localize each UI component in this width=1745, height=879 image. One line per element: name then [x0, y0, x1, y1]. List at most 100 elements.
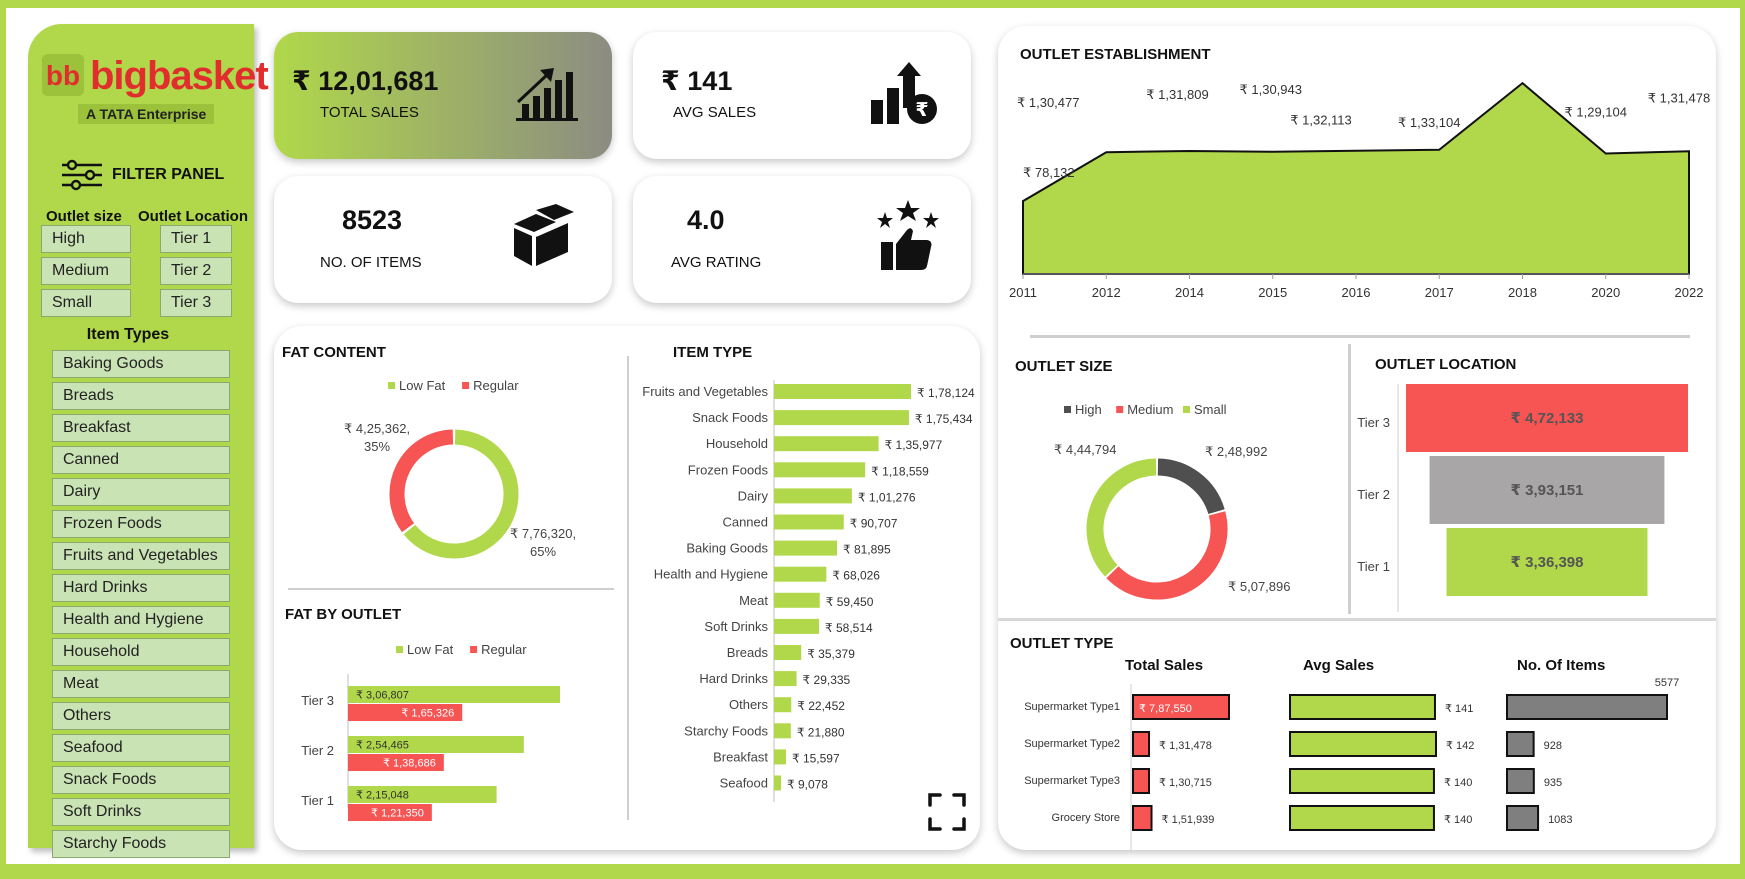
slicer-location-tier1[interactable]: Tier 1: [160, 225, 232, 253]
slicer-item-type[interactable]: Health and Hygiene: [52, 606, 230, 634]
category-label: Breads: [727, 645, 769, 660]
brand-name: bigbasket: [90, 54, 269, 98]
expand-icon[interactable]: [928, 793, 966, 831]
x-tick-label: 2022: [1675, 285, 1704, 300]
data-label: ₹ 7,76,320,: [510, 526, 576, 541]
data-label: ₹ 35,379: [807, 647, 855, 661]
data-label: ₹ 1,30,943: [1240, 82, 1303, 97]
data-label: ₹ 9,078: [787, 778, 828, 792]
bar: [774, 488, 852, 504]
slicer-size-high[interactable]: High: [41, 225, 131, 253]
bar: [774, 671, 797, 687]
category-label: Snack Foods: [692, 410, 768, 425]
filter-panel-title: FILTER PANEL: [58, 158, 224, 192]
data-label: ₹ 2,15,048: [356, 790, 409, 802]
data-label: ₹ 2,54,465: [356, 740, 409, 752]
item-types-heading: Item Types: [86, 326, 170, 343]
bar: [774, 540, 837, 556]
fat-slice-regular: [389, 429, 454, 533]
data-label: 1083: [1548, 814, 1572, 826]
cell-bar: [1506, 694, 1668, 720]
bar-regular: [348, 754, 444, 771]
data-label: ₹ 7,87,550: [1139, 703, 1192, 715]
fat-slice-low-fat: [403, 429, 519, 559]
divider: [627, 356, 629, 820]
filter-sliders-icon: [62, 159, 102, 191]
bar-low-fat: [348, 736, 524, 753]
bar: [774, 592, 820, 608]
bar: [774, 723, 791, 739]
slicer-item-type[interactable]: Frozen Foods: [52, 510, 230, 538]
row-label: Supermarket Type1: [1024, 701, 1120, 713]
data-label: ₹ 3,93,151: [1511, 482, 1584, 499]
category-label: Hard Drinks: [699, 671, 768, 686]
outlet-size-legend-label: High: [1075, 402, 1102, 417]
data-label: ₹ 1,32,113: [1290, 113, 1352, 128]
fat-by-outlet-title: FAT BY OUTLET: [285, 606, 402, 623]
divider: [288, 588, 614, 590]
outlet-establishment-title: OUTLET ESTABLISHMENT: [1020, 46, 1211, 63]
x-tick-label: 2015: [1258, 285, 1287, 300]
cell-bar: [1506, 805, 1540, 831]
cell-bar: [1132, 694, 1230, 720]
fat-legend-swatch: [388, 382, 395, 389]
data-label: ₹ 59,450: [826, 595, 874, 609]
outlet-size-legend-label: Small: [1194, 402, 1227, 417]
data-label: ₹ 1,30,715: [1159, 777, 1212, 789]
slicer-item-type[interactable]: Snack Foods: [52, 766, 230, 794]
data-label: ₹ 140: [1444, 777, 1472, 789]
bar: [774, 566, 827, 582]
outlet-size-slice-small: [1086, 458, 1157, 577]
cell-bar: [1506, 768, 1535, 794]
fat-legend-label: Regular: [473, 378, 519, 393]
x-tick-label: 2011: [1009, 285, 1037, 300]
column-header: Avg Sales: [1303, 657, 1374, 674]
slicer-item-type[interactable]: Meat: [52, 670, 230, 698]
slicer-item-type[interactable]: Seafood: [52, 734, 230, 762]
category-label: Household: [706, 436, 768, 451]
thumbs-up-stars-icon: [877, 200, 939, 270]
data-label: ₹ 140: [1444, 814, 1472, 826]
data-label: ₹ 3,06,807: [356, 690, 409, 702]
cell-bar: [1289, 731, 1437, 757]
data-label: ₹ 1,21,350: [371, 808, 424, 820]
kpi-rating-card: 4.0 AVG RATING: [633, 176, 971, 303]
category-label: Tier 2: [301, 743, 334, 758]
slicer-item-type[interactable]: Household: [52, 638, 230, 666]
slicer-item-type[interactable]: Hard Drinks: [52, 574, 230, 602]
bar-regular: [348, 804, 432, 821]
slicer-item-type[interactable]: Soft Drinks: [52, 798, 230, 826]
outlet-type-table: Total Sales Avg Sales No. Of Items Supermar…: [1024, 657, 1679, 850]
category-label: Meat: [739, 593, 768, 608]
x-tick-label: 2014: [1175, 285, 1204, 300]
fat-outlet-legend-label: Regular: [481, 642, 527, 657]
funnel-bar-tier-2: [1429, 456, 1665, 524]
slicer-item-type[interactable]: Fruits and Vegetables: [52, 542, 230, 570]
slicer-item-type[interactable]: Breads: [52, 382, 230, 410]
fat-outlet-legend-swatch: [470, 646, 478, 653]
cell-bar: [1132, 805, 1153, 831]
funnel-bar-tier-3: [1406, 384, 1688, 452]
category-label: Tier 1: [1357, 559, 1390, 574]
rupee-growth-icon: ₹: [871, 62, 937, 124]
slicer-item-type[interactable]: Dairy: [52, 478, 230, 506]
data-label: ₹ 1,33,104: [1398, 115, 1461, 130]
boxes-icon: [514, 204, 574, 266]
data-label: ₹ 1,31,478: [1159, 740, 1212, 752]
outlet-size-legend-swatch: [1116, 406, 1124, 413]
slicer-size-small[interactable]: Small: [41, 289, 131, 317]
slicer-item-type[interactable]: Breakfast: [52, 414, 230, 442]
slicer-item-type[interactable]: Canned: [52, 446, 230, 474]
data-label: ₹ 1,65,326: [401, 708, 454, 720]
slicer-location-tier2[interactable]: Tier 2: [160, 257, 232, 285]
data-label: ₹ 4,25,362,: [344, 421, 410, 436]
slicer-item-type[interactable]: Starchy Foods: [52, 830, 230, 858]
slicer-location-tier3[interactable]: Tier 3: [160, 289, 232, 317]
slicer-size-medium[interactable]: Medium: [41, 257, 131, 285]
slicer-item-type[interactable]: Baking Goods: [52, 350, 230, 378]
data-label: ₹ 1,78,124: [917, 386, 975, 400]
data-label: ₹ 90,707: [850, 517, 898, 531]
fat-legend-label: Low Fat: [399, 378, 446, 393]
slicer-item-type[interactable]: Others: [52, 702, 230, 730]
fat-by-outlet-chart: Low Fat Regular Tier 3 ₹ 3,06,807 ₹ 1,65,326…: [301, 642, 560, 821]
